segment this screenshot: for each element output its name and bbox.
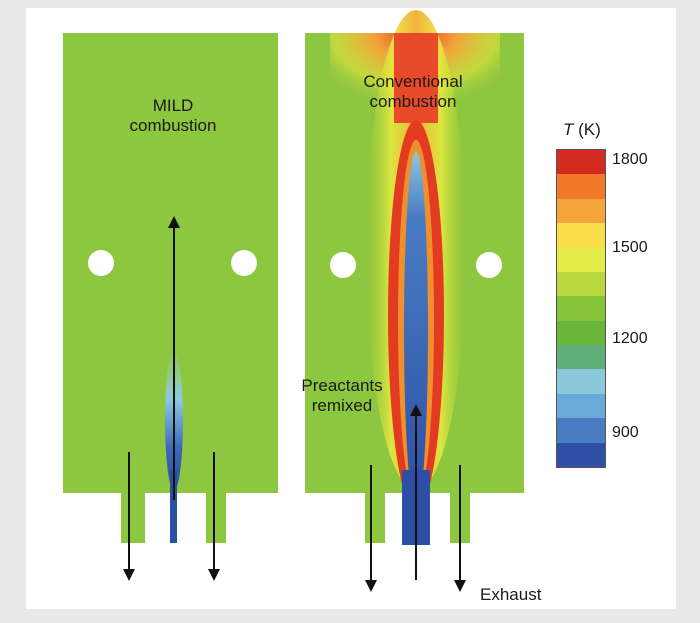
- exhaust-annotation: Exhaust: [480, 585, 542, 604]
- temperature-symbol: T: [563, 120, 574, 139]
- scale-cell: [557, 247, 605, 273]
- temperature-scale-title: T (K): [563, 120, 601, 140]
- conventional-title-line2: combustion: [369, 92, 457, 111]
- scale-cell: [557, 442, 605, 468]
- scale-cell: [557, 320, 605, 346]
- mild-title-line1: MILD: [152, 96, 194, 115]
- conventional-port-left: [330, 252, 356, 278]
- mild-port-right: [231, 250, 257, 276]
- scale-cell: [557, 223, 605, 249]
- scale-cell: [557, 198, 605, 224]
- scale-tick-1800: 1800: [612, 151, 648, 168]
- reactants-line2: remixed: [311, 396, 373, 415]
- mild-chamber: [63, 33, 278, 543]
- mild-panel: [63, 33, 278, 581]
- conventional-combustion-title: Conventional combustion: [338, 72, 488, 112]
- scale-cell: [557, 418, 605, 444]
- conventional-title-line1: Conventional: [363, 72, 463, 91]
- scale-cell: [557, 150, 605, 175]
- reactants-annotation: Preactants remixed: [282, 376, 402, 416]
- conventional-flame-column: [394, 33, 438, 123]
- mild-combustion-title: MILD combustion: [98, 96, 248, 136]
- conventional-panel: [305, 10, 524, 592]
- mild-title-line2: combustion: [129, 116, 217, 135]
- temperature-unit: (K): [573, 120, 601, 139]
- scale-tick-900: 900: [612, 424, 639, 441]
- scale-cell: [557, 296, 605, 322]
- scale-border: [556, 149, 606, 468]
- mild-port-left: [88, 250, 114, 276]
- conventional-cold-core: [404, 152, 428, 508]
- reactants-line1: Preactants: [301, 376, 383, 395]
- scale-cell: [557, 271, 605, 297]
- scale-cell: [557, 369, 605, 395]
- scale-cell: [557, 174, 605, 200]
- scale-tick-1200: 1200: [612, 330, 648, 347]
- combustion-diagram: [63, 10, 524, 592]
- mild-fuel-jet: [170, 470, 177, 543]
- scale-cell: [557, 345, 605, 371]
- scale-cell: [557, 393, 605, 419]
- scale-tick-1500: 1500: [612, 239, 648, 256]
- conventional-port-right: [476, 252, 502, 278]
